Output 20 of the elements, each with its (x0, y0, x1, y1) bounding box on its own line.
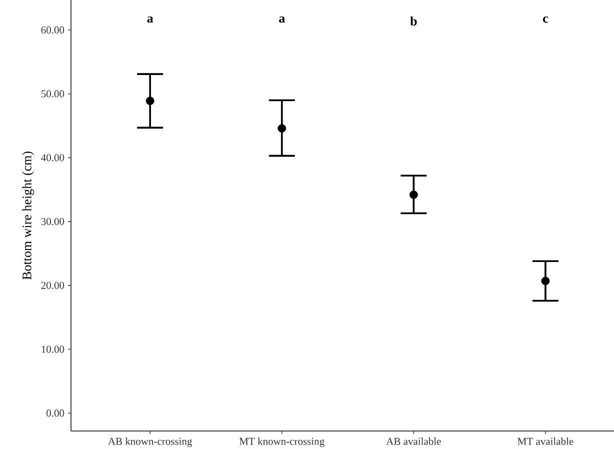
annotation: a (147, 16, 154, 23)
x-tick-label: MT known-crossing (239, 438, 324, 448)
x-tick-label: MT available (518, 438, 574, 445)
y-tick-label: 0.00 (46, 410, 64, 417)
y-tick-label: 40.00 (41, 154, 64, 162)
y-tick-label: 30.00 (41, 218, 64, 226)
y-tick-label: 60.00 (41, 26, 64, 34)
annotation: b (410, 16, 417, 26)
point (146, 96, 154, 106)
annotation: a (279, 16, 285, 23)
point (409, 190, 418, 199)
annotation: c (543, 16, 548, 23)
y-tick-label: 10.00 (42, 346, 64, 353)
x-tick-label: AB known-crossing (108, 438, 192, 448)
y-tick-label: 20.00 (41, 282, 64, 289)
y-axis-title: Bottom wire height (cm) (22, 152, 34, 280)
y-tick-label: 50.00 (41, 90, 64, 98)
point (541, 276, 550, 286)
x-tick-label: AB available (386, 438, 441, 445)
point (278, 124, 286, 133)
